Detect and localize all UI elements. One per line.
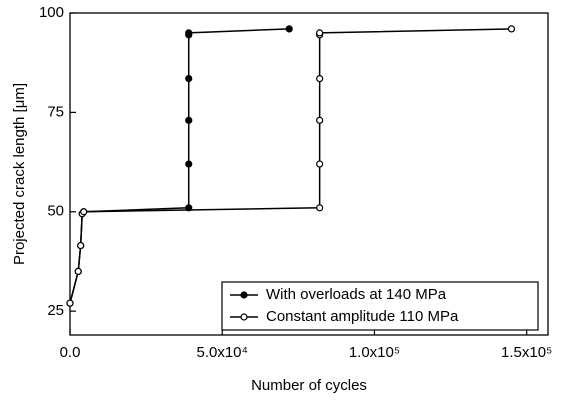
y-tick-label: 50	[47, 203, 64, 220]
data-point	[185, 160, 193, 168]
data-point	[316, 116, 324, 124]
series-line	[69, 28, 512, 304]
legend-label: Constant amplitude 110 MPa	[266, 308, 459, 325]
data-point	[507, 25, 516, 33]
y-tick-label: 75	[47, 103, 64, 120]
legend-label: With overloads at 140 MPa	[266, 286, 447, 303]
y-axis-label: Projected crack length [μm]	[11, 83, 28, 265]
y-tick-label: 100	[39, 4, 64, 21]
x-tick-label: 0.0	[60, 344, 81, 361]
plot-frame	[69, 12, 549, 336]
data-point	[66, 299, 74, 307]
data-point	[316, 204, 324, 212]
data-point	[74, 267, 82, 275]
series-line	[69, 28, 290, 304]
data-point	[316, 29, 324, 37]
data-point	[316, 74, 324, 83]
data-point	[77, 241, 85, 250]
x-tick-label: 1.5x10⁵	[501, 344, 552, 361]
legend-box	[221, 281, 539, 331]
data-point	[185, 74, 193, 83]
data-point	[285, 25, 293, 33]
y-tick-label: 25	[47, 302, 64, 319]
legend-marker	[240, 291, 248, 299]
x-tick-label: 1.0x10⁵	[349, 344, 400, 361]
data-point	[80, 208, 88, 216]
x-axis-label: Number of cycles	[251, 377, 367, 394]
legend-marker	[240, 313, 248, 321]
data-point	[185, 29, 193, 37]
data-point	[185, 116, 193, 124]
data-point	[316, 160, 324, 168]
x-tick-label: 5.0x10⁴	[196, 344, 247, 361]
